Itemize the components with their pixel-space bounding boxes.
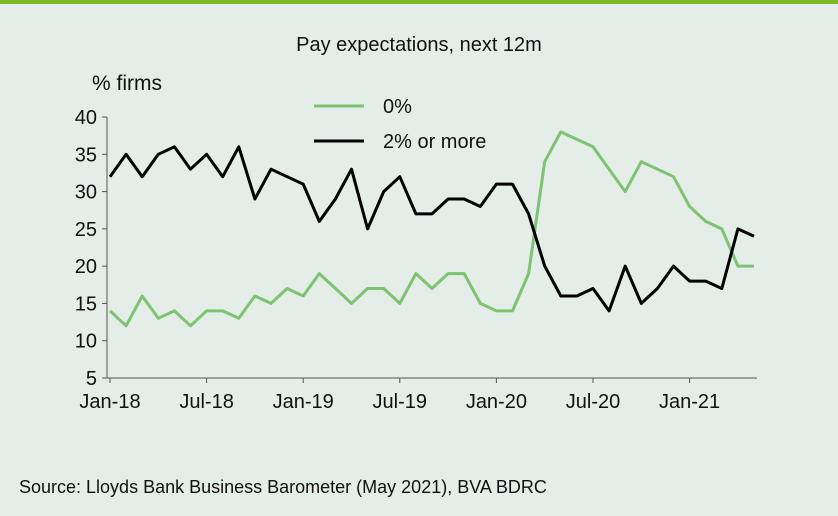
x-tick-label: Jul-19 [373, 391, 427, 413]
legend-label-zero-percent: 0% [383, 96, 412, 118]
y-tick-label: 15 [75, 293, 97, 315]
source-note: Source: Lloyds Bank Business Barometer (… [19, 477, 547, 497]
y-axis-label: % firms [92, 72, 162, 95]
y-tick-label: 25 [75, 219, 97, 241]
x-tick-label: Jul-18 [179, 391, 233, 413]
x-tick-label: Jul-20 [566, 391, 620, 413]
y-tick-label: 10 [75, 331, 97, 353]
y-tick-label: 30 [75, 182, 97, 204]
chart-title: Pay expectations, next 12m [296, 34, 542, 56]
series-line-zero-percent [108, 130, 754, 328]
legend-label-two-percent-or-more: 2% or more [383, 131, 486, 153]
y-tick-label: 5 [86, 368, 97, 390]
x-tick-label: Jan-18 [79, 391, 140, 413]
x-tick-label: Jan-19 [273, 391, 334, 413]
x-tick-label: Jan-20 [466, 391, 527, 413]
y-tick-label: 20 [75, 256, 97, 278]
y-tick-label: 35 [75, 144, 97, 166]
top-accent-bar [0, 0, 838, 4]
x-tick-label: Jan-21 [659, 391, 720, 413]
series-line-two-percent-or-more [108, 145, 755, 313]
y-tick-label: 40 [75, 107, 97, 129]
